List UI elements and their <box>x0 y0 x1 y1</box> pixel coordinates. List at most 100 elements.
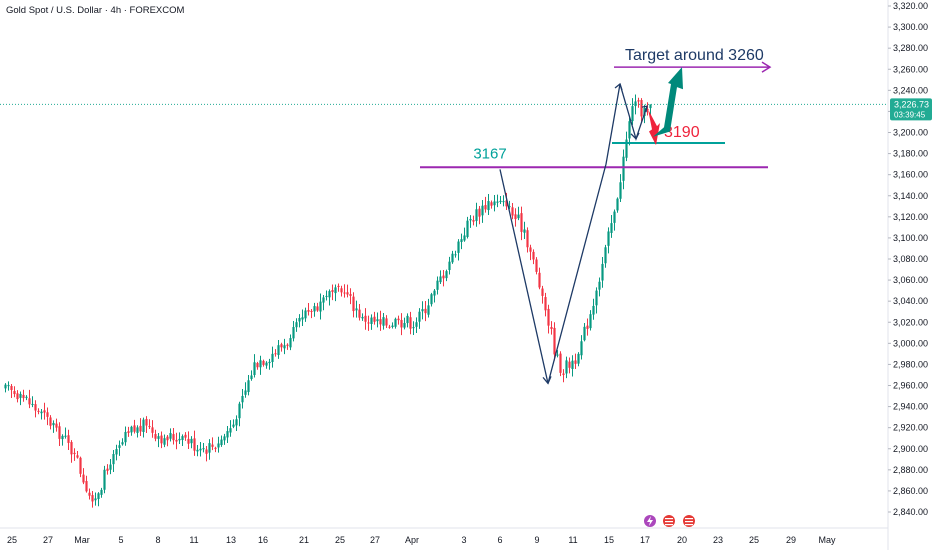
candle-body <box>610 223 613 233</box>
candle-body <box>376 319 379 322</box>
candle-body <box>310 310 313 312</box>
flag-stripe-icon <box>685 518 693 520</box>
candle-body <box>124 431 127 443</box>
candle-body <box>217 443 220 448</box>
event-icons[interactable] <box>644 515 695 527</box>
candle-body <box>634 101 637 107</box>
candle-body <box>277 345 280 356</box>
y-tick-label: 3,100.00 <box>893 233 928 243</box>
candle-body <box>580 341 583 356</box>
x-tick-label: 20 <box>677 535 687 545</box>
candle-body <box>502 201 505 203</box>
candle-body <box>55 423 58 428</box>
y-tick-label: 3,320.00 <box>893 1 928 11</box>
candle-body <box>403 323 406 328</box>
candle-series[interactable] <box>4 94 652 508</box>
y-tick-label: 3,160.00 <box>893 170 928 180</box>
candle-body <box>205 449 208 454</box>
candle-body <box>28 398 31 405</box>
candle-body <box>409 317 412 329</box>
candle-body <box>88 492 91 496</box>
candle-body <box>583 326 586 341</box>
candle-body <box>622 156 625 181</box>
candle-body <box>238 403 241 419</box>
candle-body <box>487 201 490 211</box>
candle-body <box>196 449 199 452</box>
x-tick-label: Apr <box>405 535 419 545</box>
candle-body <box>169 433 172 439</box>
wave-arrowhead-icon <box>630 132 640 140</box>
candle-body <box>430 294 433 305</box>
candle-body <box>313 306 316 312</box>
candle-body <box>292 327 295 339</box>
candle-body <box>115 449 118 455</box>
y-tick-label: 2,980.00 <box>893 359 928 369</box>
candle-body <box>298 317 301 322</box>
candle-body <box>337 285 340 287</box>
candle-body <box>187 438 190 444</box>
candle-body <box>94 498 97 501</box>
badge-background <box>890 98 932 121</box>
candle-body <box>235 419 238 426</box>
x-tick-label: 27 <box>43 535 53 545</box>
candle-body <box>334 287 337 294</box>
candle-body <box>400 319 403 328</box>
candle-body <box>145 419 148 426</box>
candle-body <box>79 457 82 474</box>
candle-body <box>289 338 292 348</box>
candle-body <box>520 213 523 232</box>
x-tick-label: 15 <box>604 535 614 545</box>
candle-body <box>364 315 367 322</box>
candle-body <box>589 314 592 329</box>
candle-body <box>64 435 67 437</box>
lightning-glyph-icon <box>647 516 653 526</box>
target-label: Target around 3260 <box>625 47 764 64</box>
drawing-layer[interactable]: 3167 3190 Target around 3260 <box>0 47 888 385</box>
candle-body <box>448 261 451 271</box>
candle-body <box>136 427 139 433</box>
candle-body <box>544 297 547 311</box>
candle-body <box>541 288 544 296</box>
y-tick-label: 3,180.00 <box>893 149 928 159</box>
candle-body <box>319 301 322 312</box>
candle-body <box>475 209 478 221</box>
y-tick-label: 3,120.00 <box>893 212 928 222</box>
candle-body <box>295 322 298 328</box>
candle-body <box>604 247 607 264</box>
candle-body <box>433 290 436 296</box>
x-tick-label: 25 <box>749 535 759 545</box>
candle-body <box>160 435 163 444</box>
candle-body <box>421 309 424 312</box>
y-tick-label: 3,080.00 <box>893 254 928 264</box>
candle-body <box>355 308 358 311</box>
down-arrow-icon <box>648 109 660 146</box>
candle-body <box>67 435 70 443</box>
x-tick-label: 6 <box>497 535 502 545</box>
candle-body <box>397 318 400 321</box>
flag-stripe-icon <box>665 518 673 520</box>
candle-body <box>565 360 568 374</box>
candle-body <box>535 259 538 272</box>
x-tick-label: 5 <box>118 535 123 545</box>
candle-body <box>646 108 649 110</box>
candle-body <box>427 305 430 315</box>
candle-body <box>208 443 211 453</box>
y-tick-label: 3,140.00 <box>893 191 928 201</box>
candle-body <box>412 327 415 329</box>
y-tick-label: 2,880.00 <box>893 465 928 475</box>
candle-body <box>304 310 307 319</box>
y-tick-label: 2,840.00 <box>893 507 928 517</box>
y-tick-label: 3,260.00 <box>893 64 928 74</box>
up-arrow-icon <box>653 67 683 137</box>
candle-body <box>214 447 217 449</box>
candle-body <box>556 354 559 356</box>
candle-body <box>139 425 142 432</box>
candle-body <box>70 442 73 455</box>
zigzag-wave-path[interactable] <box>499 83 648 384</box>
candle-body <box>340 288 343 293</box>
y-tick-label: 3,280.00 <box>893 43 928 53</box>
candle-body <box>490 202 493 206</box>
candle-body <box>328 291 331 298</box>
